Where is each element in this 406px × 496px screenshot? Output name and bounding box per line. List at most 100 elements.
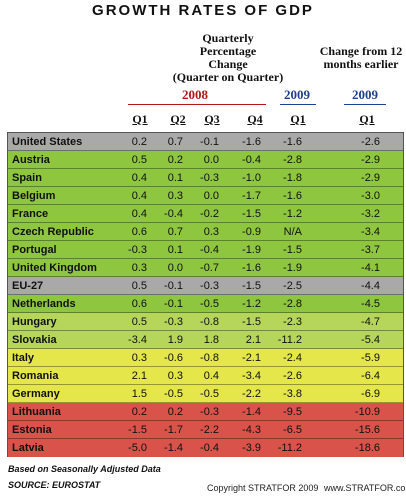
table-row: Spain 0.4 0.1 -0.3 -1.0 -1.8 -2.9	[8, 169, 403, 187]
table-row: United Kingdom 0.3 0.0 -0.7 -1.6 -1.9 -4.1	[8, 259, 403, 277]
value-cell: 2.1	[245, 334, 261, 346]
value-cell: 0.5	[131, 280, 147, 292]
value-cell: -0.2	[200, 208, 219, 220]
value-cell: -3.9	[242, 442, 261, 454]
table-row: Austria 0.5 0.2 0.0 -0.4 -2.8 -2.9	[8, 151, 403, 169]
table-row: Netherlands 0.6 -0.1 -0.5 -1.2 -2.8 -4.5	[8, 295, 403, 313]
value-cell: 0.3	[167, 370, 183, 382]
value-cell: -0.1	[200, 136, 219, 148]
value-cell: -0.4	[164, 208, 183, 220]
country-label: Italy	[12, 352, 35, 364]
value-cell: 0.3	[131, 262, 147, 274]
annual-note-line: Change from 12	[319, 44, 403, 58]
value-cell: -0.8	[200, 316, 219, 328]
value-cell: -1.6	[242, 262, 261, 274]
value-cell: -0.3	[200, 172, 219, 184]
value-cell: 0.7	[167, 226, 183, 238]
value-cell: 0.6	[131, 298, 147, 310]
value-cell: -2.3	[283, 316, 302, 328]
value-cell: -3.7	[361, 244, 380, 256]
value-cell: -0.3	[164, 316, 183, 328]
country-label: Netherlands	[12, 298, 76, 310]
value-cell: -1.2	[283, 208, 302, 220]
value-cell: -0.6	[164, 352, 183, 364]
value-cell: -1.5	[242, 280, 261, 292]
country-label: EU-27	[12, 280, 44, 292]
value-cell: -10.9	[354, 406, 380, 418]
value-cell: -1.9	[242, 244, 261, 256]
table-row: Lithuania 0.2 0.2 -0.3 -1.4 -9.5 -10.9	[8, 403, 403, 421]
value-cell: -11.2	[277, 334, 302, 346]
value-cell: 0.0	[203, 190, 219, 202]
value-cell: -2.6	[361, 136, 380, 148]
table-row: EU-27 0.5 -0.1 -0.3 -1.5 -2.5 -4.4	[8, 277, 403, 295]
table-row: Italy 0.3 -0.6 -0.8 -2.1 -2.4 -5.9	[8, 349, 403, 367]
value-cell: -5.9	[361, 352, 380, 364]
value-cell: -4.1	[361, 262, 380, 274]
value-cell: -1.8	[283, 172, 302, 184]
value-cell: -5.0	[128, 442, 147, 454]
table-row: Belgium 0.4 0.3 0.0 -1.7 -1.6 -3.0	[8, 187, 403, 205]
value-cell: -1.5	[283, 244, 302, 256]
value-cell: -0.4	[242, 154, 261, 166]
quarterly-note-line: (Quarter on Quarter)	[172, 70, 284, 84]
value-cell: -1.6	[283, 190, 302, 202]
value-cell: -1.7	[164, 424, 183, 436]
year-2009-left-label: 2009	[284, 87, 310, 102]
value-cell: -1.5	[242, 316, 261, 328]
country-label: Estonia	[12, 424, 52, 436]
source-note: SOURCE: EUROSTAT	[8, 480, 101, 490]
value-cell: -11.2	[277, 442, 302, 454]
value-cell: 0.4	[131, 208, 147, 220]
gdp-table: United States 0.2 0.7 -0.1 -1.6 -1.6 -2.6 Austr…	[7, 132, 404, 457]
value-cell: -2.9	[361, 172, 380, 184]
value-cell: 0.2	[167, 406, 183, 418]
value-cell: -0.5	[164, 388, 183, 400]
value-cell: -3.4	[128, 334, 147, 346]
basis-note: Based on Seasonally Adjusted Data	[8, 464, 161, 474]
table-row: Romania 2.1 0.3 0.4 -3.4 -2.6 -6.4	[8, 367, 403, 385]
value-cell: -2.4	[283, 352, 302, 364]
value-cell: -1.6	[283, 136, 302, 148]
value-cell: -3.8	[283, 388, 302, 400]
country-label: Slovakia	[12, 334, 57, 346]
value-cell: -18.6	[354, 442, 380, 454]
value-cell: -2.5	[283, 280, 302, 292]
value-cell: -0.1	[164, 298, 183, 310]
value-cell: 1.5	[131, 388, 147, 400]
value-cell: -9.5	[283, 406, 302, 418]
value-cell: -4.3	[242, 424, 261, 436]
value-cell: -4.5	[361, 298, 380, 310]
value-cell: -1.7	[242, 190, 261, 202]
table-row: Slovakia -3.4 1.9 1.8 2.1 -11.2 -5.4	[8, 331, 403, 349]
value-cell: -2.8	[283, 154, 302, 166]
value-cell: 0.0	[203, 154, 219, 166]
value-cell: 0.1	[167, 172, 183, 184]
value-cell: 0.4	[131, 172, 147, 184]
value-cell: -6.9	[361, 388, 380, 400]
country-label: Czech Republic	[12, 226, 94, 238]
value-cell: 0.4	[203, 370, 219, 382]
country-label: Germany	[12, 388, 60, 400]
quarterly-note: Quarterly Percentage Change (Quarter on …	[168, 32, 288, 84]
annual-note: Change from 12 months earlier	[316, 45, 406, 71]
value-cell: 0.2	[131, 406, 147, 418]
value-cell: 1.9	[167, 334, 183, 346]
value-cell: -4.4	[361, 280, 380, 292]
value-cell: -1.9	[283, 262, 302, 274]
year-2009-right-underline	[344, 104, 386, 105]
website-note: www.STRATFOR.com	[324, 483, 406, 493]
country-label: Romania	[12, 370, 59, 382]
value-cell: -2.2	[242, 388, 261, 400]
annual-note-line: months earlier	[323, 57, 399, 71]
value-cell: -0.5	[200, 388, 219, 400]
value-cell: -0.8	[200, 352, 219, 364]
table-row: United States 0.2 0.7 -0.1 -1.6 -1.6 -2.6	[8, 133, 403, 151]
year-2008-underline	[128, 104, 266, 105]
table-row: Estonia -1.5 -1.7 -2.2 -4.3 -6.5 -15.6	[8, 421, 403, 439]
value-cell: -0.3	[128, 244, 147, 256]
value-cell: -1.5	[242, 208, 261, 220]
table-row: Portugal -0.3 0.1 -0.4 -1.9 -1.5 -3.7	[8, 241, 403, 259]
value-cell: -3.2	[361, 208, 380, 220]
column-header: Q4	[247, 112, 263, 126]
